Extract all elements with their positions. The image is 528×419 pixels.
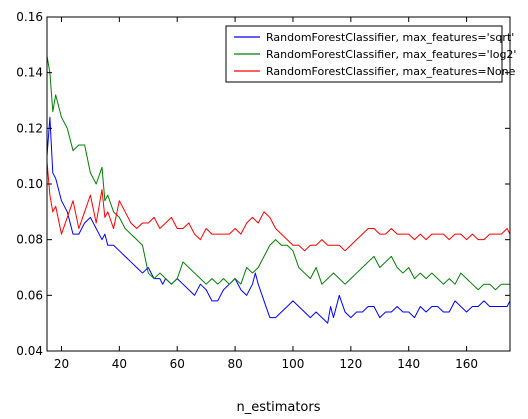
x-tick-label: 120 bbox=[339, 357, 362, 371]
series-line-3 bbox=[47, 161, 510, 252]
x-axis: 20 40 60 80 100 120 140 160 bbox=[54, 17, 478, 371]
legend-label-1: RandomForestClassifier, max_features='sq… bbox=[266, 31, 514, 44]
x-tick-label: 20 bbox=[54, 357, 69, 371]
series-line-1 bbox=[47, 116, 510, 324]
y-tick-label: 0.10 bbox=[16, 177, 43, 191]
x-tick-label: 100 bbox=[282, 357, 305, 371]
legend-box bbox=[225, 25, 503, 83]
series-layer bbox=[47, 55, 510, 324]
y-tick-label: 0.14 bbox=[16, 66, 43, 80]
x-tick-label: 140 bbox=[397, 357, 420, 371]
x-tick-label: 160 bbox=[455, 357, 478, 371]
legend-label-2: RandomForestClassifier, max_features='lo… bbox=[266, 48, 516, 61]
x-tick-label: 60 bbox=[170, 357, 185, 371]
y-tick-label: 0.06 bbox=[16, 288, 43, 302]
y-tick-label: 0.12 bbox=[16, 121, 43, 135]
legend-label-3: RandomForestClassifier, max_features=Non… bbox=[266, 65, 516, 78]
legend: RandomForestClassifier, max_features='sq… bbox=[225, 25, 516, 83]
x-axis-label: n_estimators bbox=[236, 400, 320, 415]
y-tick-label: 0.08 bbox=[16, 233, 43, 247]
y-tick-label: 0.04 bbox=[16, 344, 43, 358]
x-tick-label: 80 bbox=[227, 357, 242, 371]
y-tick-label: 0.16 bbox=[16, 10, 43, 24]
x-tick-label: 40 bbox=[112, 357, 127, 371]
series-line-2 bbox=[47, 55, 510, 291]
y-axis: 0.04 0.06 0.08 0.10 0.12 0.14 0.16 bbox=[16, 10, 510, 358]
